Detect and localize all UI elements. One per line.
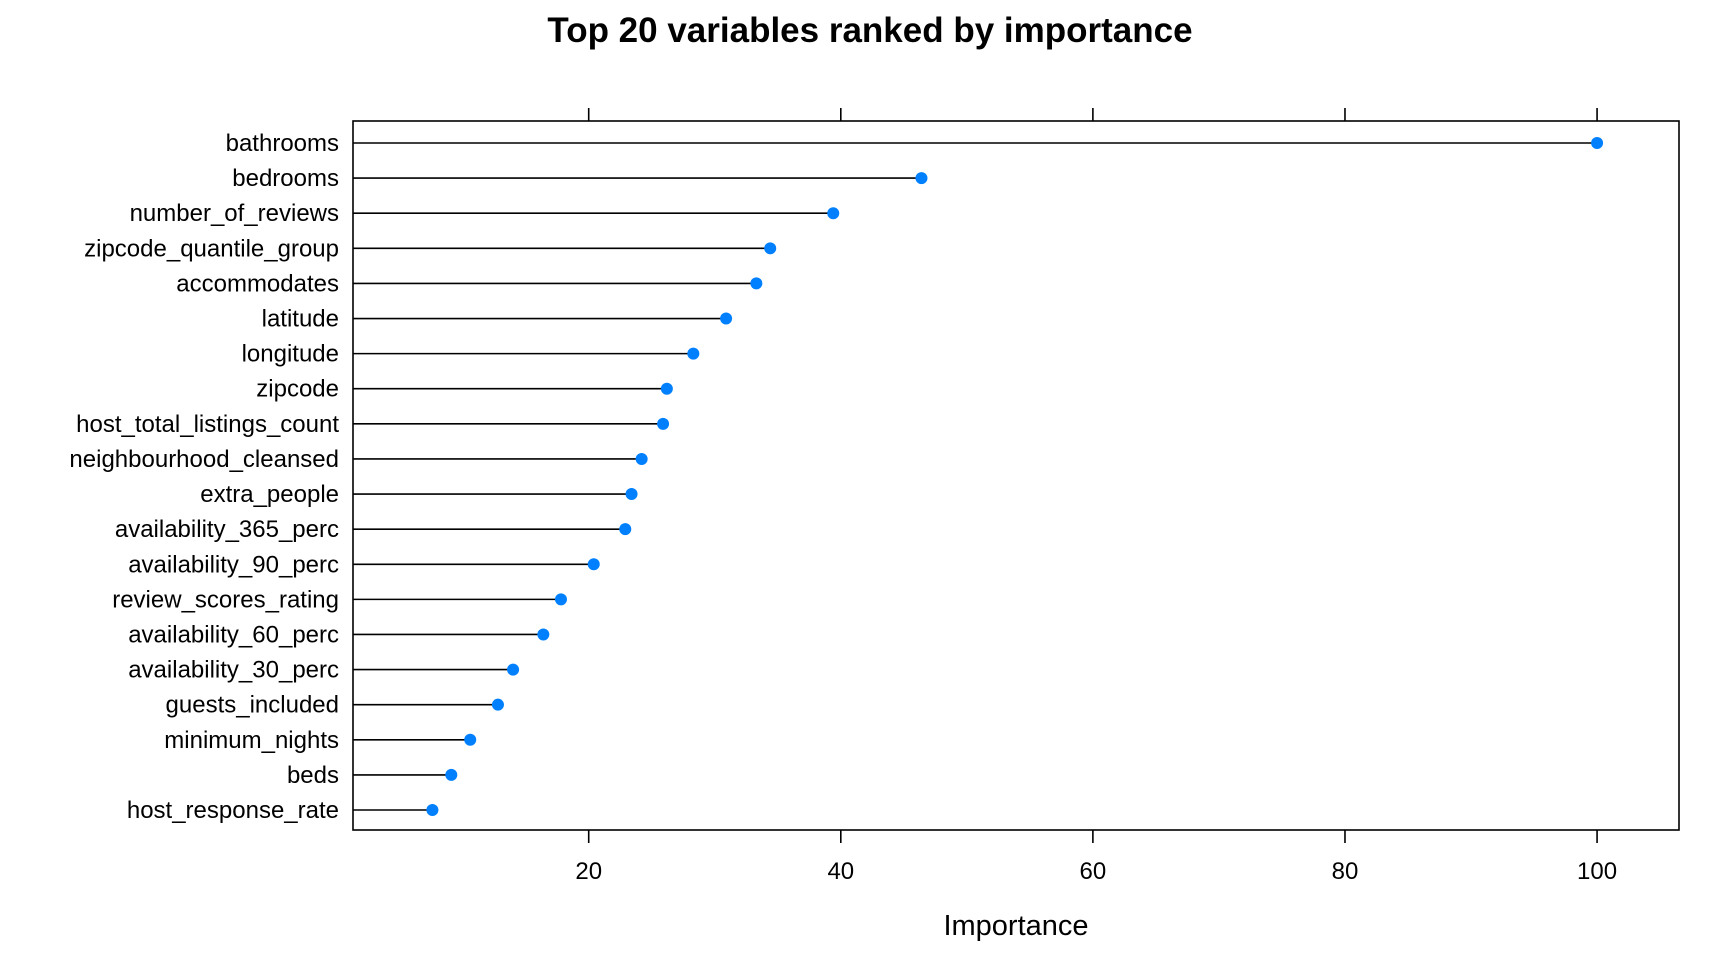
data-point bbox=[587, 558, 600, 571]
data-point bbox=[445, 768, 458, 781]
data-point bbox=[687, 347, 700, 360]
x-tick-label: 40 bbox=[827, 858, 854, 885]
data-point bbox=[1591, 137, 1604, 149]
category-label: accommodates bbox=[176, 270, 339, 297]
category-label: availability_60_perc bbox=[128, 621, 339, 648]
data-point bbox=[426, 804, 439, 816]
data-point bbox=[537, 628, 550, 641]
x-tick-label: 20 bbox=[575, 858, 602, 885]
category-label: zipcode_quantile_group bbox=[84, 235, 339, 262]
data-point bbox=[554, 593, 567, 606]
data-point bbox=[507, 663, 520, 676]
category-label: host_total_listings_count bbox=[76, 411, 339, 438]
category-label: beds bbox=[287, 762, 339, 789]
category-label: availability_90_perc bbox=[128, 551, 339, 578]
data-point bbox=[827, 207, 840, 220]
category-label: bedrooms bbox=[232, 165, 339, 192]
data-point bbox=[720, 312, 733, 325]
category-label: review_scores_rating bbox=[112, 586, 339, 613]
chart-title: Top 20 variables ranked by importance bbox=[547, 11, 1192, 50]
category-label: zipcode bbox=[256, 376, 339, 403]
category-label: availability_365_perc bbox=[115, 516, 339, 543]
data-point bbox=[657, 417, 670, 430]
category-label: extra_people bbox=[200, 481, 339, 508]
category-label: availability_30_perc bbox=[128, 657, 339, 684]
x-axis-label: Importance bbox=[943, 910, 1088, 942]
data-point bbox=[915, 172, 928, 185]
x-tick-label: 80 bbox=[1332, 858, 1359, 885]
category-label: minimum_nights bbox=[164, 727, 339, 754]
x-tick-label: 60 bbox=[1080, 858, 1107, 885]
chart-marks: 20 40 60 80 100 bathrooms bedrooms number_of_re… bbox=[69, 108, 1617, 885]
category-label: neighbourhood_cleansed bbox=[69, 446, 339, 473]
category-label: latitude bbox=[262, 306, 339, 333]
data-point bbox=[635, 452, 648, 465]
x-tick-label: 100 bbox=[1577, 858, 1617, 885]
data-point bbox=[619, 523, 632, 536]
data-point bbox=[464, 733, 477, 746]
category-label: number_of_reviews bbox=[130, 200, 339, 227]
category-label: longitude bbox=[242, 341, 339, 368]
plot-frame bbox=[352, 120, 1680, 831]
category-label: guests_included bbox=[166, 692, 339, 719]
data-point bbox=[491, 698, 504, 711]
data-point bbox=[660, 382, 673, 395]
data-point bbox=[750, 277, 763, 290]
category-label: host_response_rate bbox=[127, 797, 339, 824]
data-point bbox=[764, 242, 777, 255]
data-point bbox=[625, 488, 638, 501]
category-label: bathrooms bbox=[226, 130, 339, 157]
